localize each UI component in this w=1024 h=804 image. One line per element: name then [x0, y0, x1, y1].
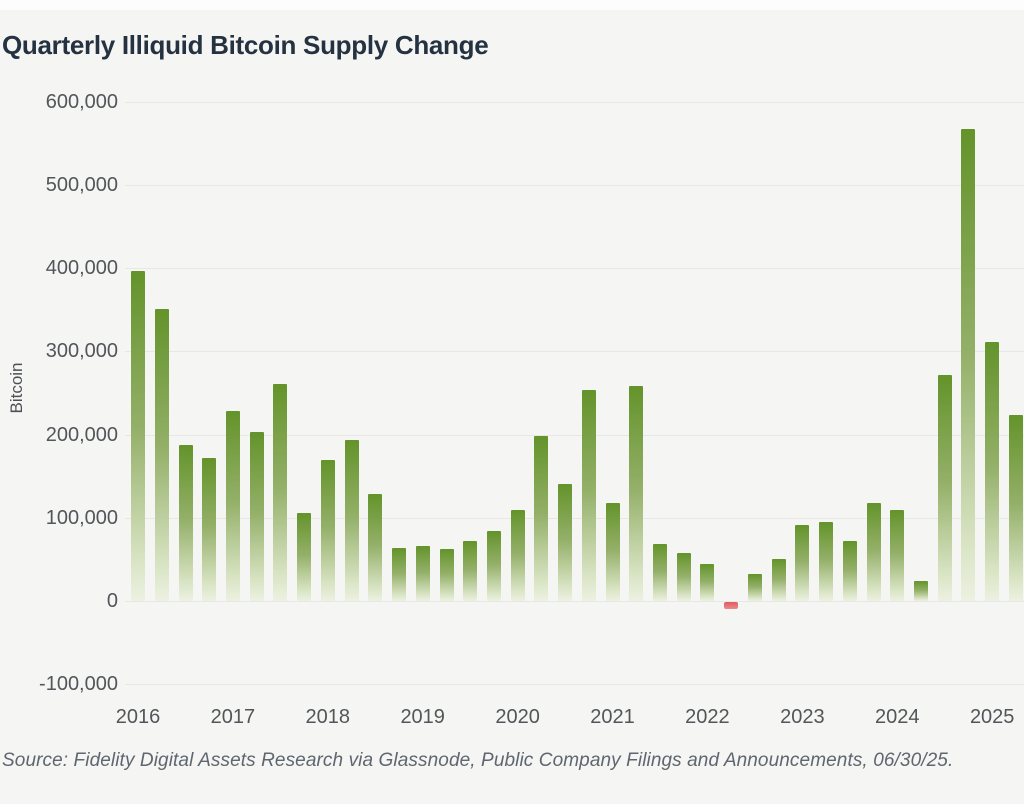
gridline	[125, 268, 1024, 270]
y-tick-label: 300,000	[45, 340, 118, 363]
bar-2022-q1	[700, 563, 715, 601]
bar-2017-q3	[273, 383, 288, 601]
y-tick-label: 200,000	[45, 423, 118, 446]
bar-2021-q2	[629, 386, 644, 601]
x-tick-label: 2017	[210, 706, 256, 728]
bar-2018-q3	[368, 493, 383, 601]
gridline	[125, 101, 1024, 103]
y-tick-label: 0	[106, 590, 118, 612]
gridline	[125, 351, 1024, 353]
bar-2019-q1	[415, 546, 430, 601]
y-tick-label: 600,000	[45, 90, 118, 113]
x-tick-label: 2025	[969, 706, 1015, 728]
gridline	[125, 434, 1024, 436]
gridline	[125, 684, 1024, 686]
x-tick-label: 2020	[495, 706, 540, 728]
gridline	[125, 601, 1024, 602]
bar-2023-q2	[819, 522, 834, 601]
bar-2021-q4	[676, 552, 691, 601]
bar-2022-q2	[724, 602, 739, 609]
x-tick-label: 2016	[115, 706, 161, 728]
bar-2016-q1	[131, 270, 145, 601]
bar-2025-q2	[1008, 414, 1023, 601]
y-tick-label: 400,000	[45, 257, 118, 280]
gridline	[125, 185, 1024, 186]
bar-2024-q1	[890, 510, 905, 601]
y-tick-label: 500,000	[45, 174, 118, 196]
bar-2018-q1	[320, 460, 335, 601]
bar-2025-q1	[985, 342, 1000, 601]
bar-2018-q4	[392, 547, 406, 601]
bar-2016-q4	[202, 457, 217, 601]
bar-2023-q4	[866, 502, 881, 601]
bar-2017-q4	[297, 512, 312, 601]
y-axis-title: Bitcoin	[7, 362, 26, 414]
bar-2019-q4	[486, 531, 501, 601]
x-tick-label: 2019	[400, 706, 445, 728]
bar-2020-q1	[510, 510, 525, 601]
x-tick-label: 2018	[305, 706, 351, 728]
bar-2022-q4	[771, 558, 786, 601]
x-tick-label: 2022	[685, 706, 730, 728]
bar-2020-q2	[534, 436, 549, 601]
bar-2018-q2	[344, 440, 359, 601]
bar-2022-q3	[747, 573, 762, 601]
bar-2019-q2	[439, 548, 454, 601]
x-tick-label: 2024	[875, 706, 920, 728]
bar-2016-q3	[178, 444, 193, 601]
source-note: Source: Fidelity Digital Assets Research…	[2, 750, 954, 771]
bar-2017-q1	[225, 411, 240, 601]
bar-2020-q3	[558, 483, 573, 601]
bar-2019-q3	[463, 541, 478, 601]
bar-2016-q2	[154, 309, 169, 601]
x-tick-label: 2023	[780, 706, 825, 728]
top-strip	[0, 0, 1024, 10]
chart-title: Quarterly Illiquid Bitcoin Supply Change	[2, 30, 489, 60]
y-tick-label: 100,000	[45, 506, 118, 529]
bar-2017-q2	[249, 432, 264, 601]
bar-2024-q2	[914, 581, 928, 601]
bar-2021-q1	[605, 502, 620, 601]
bar-2021-q3	[653, 543, 667, 601]
bar-2020-q4	[581, 389, 596, 601]
bar-2024-q4	[961, 129, 976, 601]
x-tick-label: 2021	[590, 706, 635, 728]
bar-2024-q3	[937, 374, 952, 601]
bar-2023-q1	[795, 524, 810, 601]
gridline	[125, 517, 1024, 519]
bar-2023-q3	[842, 541, 857, 601]
y-tick-label: -100,000	[39, 673, 118, 696]
